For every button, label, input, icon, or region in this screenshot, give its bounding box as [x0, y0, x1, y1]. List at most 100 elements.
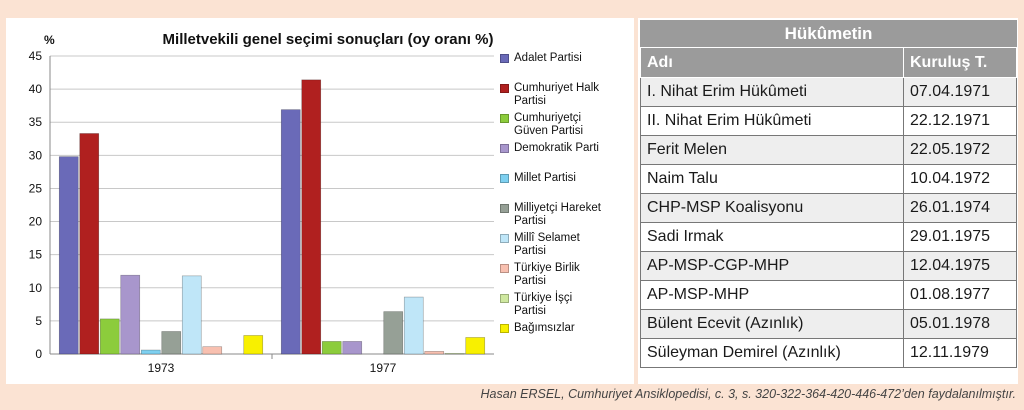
legend-swatch [500, 324, 509, 333]
legend-label: Millî Selamet Partisi [514, 232, 580, 257]
column-header-name: Adı [640, 47, 904, 78]
government-name-cell: Bülent Ecevit (Azınlık) [640, 309, 904, 339]
legend-label: Bağımsızlar [514, 322, 575, 334]
founding-date-cell: 22.12.1971 [903, 106, 1017, 136]
table-row: Naim Talu 10.04.1972 [640, 164, 1017, 194]
bar [140, 349, 161, 355]
table-row: Ferit Melen 22.05.1972 [640, 135, 1017, 165]
legend-label: Cumhuriyetçi Güven Partisi [514, 112, 584, 137]
bar [342, 341, 363, 355]
legend-label: Adalet Partisi [514, 52, 582, 64]
government-name-cell: II. Nihat Erim Hükûmeti [640, 106, 904, 136]
government-name-cell: AP-MSP-CGP-MHP [640, 251, 904, 281]
legend-item: Bağımsızlar [500, 322, 634, 352]
legend-label: Türkiye İşçi Partisi [514, 292, 573, 317]
government-table: Hükûmetin Adı Kuruluş T. I. Nihat Erim H… [640, 20, 1017, 368]
table-row: Süleyman Demirel (Azınlık) 12.11.1979 [640, 338, 1017, 368]
legend-swatch [500, 54, 509, 63]
x-tick-label: 1977 [370, 361, 397, 375]
government-name-cell: I. Nihat Erim Hükûmeti [640, 77, 904, 107]
legend-item: Millî Selamet Partisi [500, 232, 634, 262]
bar [58, 156, 79, 355]
legend-label: Türkiye Birlik Partisi [514, 262, 580, 287]
table-row: I. Nihat Erim Hükûmeti 07.04.1971 [640, 77, 1017, 107]
bar [465, 337, 486, 355]
founding-date-cell: 12.11.1979 [903, 338, 1017, 368]
table-row: AP-MSP-CGP-MHP 12.04.1975 [640, 251, 1017, 281]
founding-date-cell: 10.04.1972 [903, 164, 1017, 194]
legend-item: Türkiye İşçi Partisi [500, 292, 634, 322]
bar [321, 341, 342, 355]
founding-date-cell: 29.01.1975 [903, 222, 1017, 252]
legend-label: Cumhuriyet Halk Partisi [514, 82, 599, 107]
legend-item: Cumhuriyet Halk Partisi [500, 82, 634, 112]
legend-item: Cumhuriyetçi Güven Partisi [500, 112, 634, 142]
chart-legend: Adalet Partisi Cumhuriyet Halk Partisi Cumh… [500, 52, 634, 352]
table-row: CHP-MSP Koalisyonu 26.01.1974 [640, 193, 1017, 223]
table-row: Bülent Ecevit (Azınlık) 05.01.1978 [640, 309, 1017, 339]
y-tick-label: 30 [29, 148, 43, 162]
bar [181, 275, 202, 355]
table-row: AP-MSP-MHP 01.08.1977 [640, 280, 1017, 310]
bar [444, 353, 465, 355]
government-name-cell: Sadi Irmak [640, 222, 904, 252]
founding-date-cell: 26.01.1974 [903, 193, 1017, 223]
bar [99, 318, 120, 355]
legend-swatch [500, 234, 509, 243]
government-name-cell: Süleyman Demirel (Azınlık) [640, 338, 904, 368]
government-name-cell: AP-MSP-MHP [640, 280, 904, 310]
y-tick-label: 35 [29, 115, 43, 129]
legend-label: Milliyetçi Hareket Partisi [514, 202, 601, 227]
legend-item: Adalet Partisi [500, 52, 634, 82]
founding-date-cell: 22.05.1972 [903, 135, 1017, 165]
y-tick-label: 40 [29, 82, 43, 96]
table-row: II. Nihat Erim Hükûmeti 22.12.1971 [640, 106, 1017, 136]
bar [120, 274, 141, 355]
government-name-cell: CHP-MSP Koalisyonu [640, 193, 904, 223]
x-tick-label: 1973 [148, 361, 175, 375]
y-tick-label: 45 [29, 49, 43, 63]
legend-swatch [500, 264, 509, 273]
bar [243, 335, 264, 355]
column-header-date: Kuruluş T. [903, 47, 1017, 78]
source-note: Hasan ERSEL, Cumhuriyet Ansiklopedisi, c… [480, 387, 1016, 401]
chart-panel: Milletvekili genel seçimi sonuçları (oy … [6, 18, 634, 384]
legend-swatch [500, 204, 509, 213]
chart-title: Milletvekili genel seçimi sonuçları (oy … [163, 31, 494, 48]
legend-swatch [500, 144, 509, 153]
founding-date-cell: 01.08.1977 [903, 280, 1017, 310]
government-name-cell: Ferit Melen [640, 135, 904, 165]
y-tick-label: 15 [29, 248, 43, 262]
legend-item: Türkiye Birlik Partisi [500, 262, 634, 292]
y-tick-label: 0 [35, 347, 42, 361]
legend-item: Milliyetçi Hareket Partisi [500, 202, 634, 232]
legend-swatch [500, 174, 509, 183]
bar [301, 79, 322, 355]
legend-item: Demokratik Parti [500, 142, 634, 172]
legend-swatch [500, 84, 509, 93]
table-title: Hükûmetin [640, 20, 1017, 48]
bar [403, 296, 424, 355]
bar [161, 331, 182, 355]
y-tick-label: 10 [29, 281, 43, 295]
government-table-panel: Hükûmetin Adı Kuruluş T. I. Nihat Erim H… [638, 18, 1018, 384]
legend-item: Millet Partisi [500, 172, 634, 202]
legend-label: Millet Partisi [514, 172, 576, 184]
y-tick-label: 20 [29, 215, 43, 229]
legend-label: Demokratik Parti [514, 142, 599, 154]
y-axis-label: % [44, 33, 55, 47]
bar [79, 133, 100, 355]
founding-date-cell: 12.04.1975 [903, 251, 1017, 281]
bar-chart: Milletvekili genel seçimi sonuçları (oy … [29, 31, 494, 375]
founding-date-cell: 05.01.1978 [903, 309, 1017, 339]
bar [202, 346, 223, 355]
government-name-cell: Naim Talu [640, 164, 904, 194]
bar [424, 351, 445, 355]
legend-swatch [500, 294, 509, 303]
bar [383, 311, 404, 355]
y-tick-label: 5 [35, 314, 42, 328]
y-tick-label: 25 [29, 181, 43, 195]
bar [280, 109, 301, 355]
table-row: Sadi Irmak 29.01.1975 [640, 222, 1017, 252]
founding-date-cell: 07.04.1971 [903, 77, 1017, 107]
